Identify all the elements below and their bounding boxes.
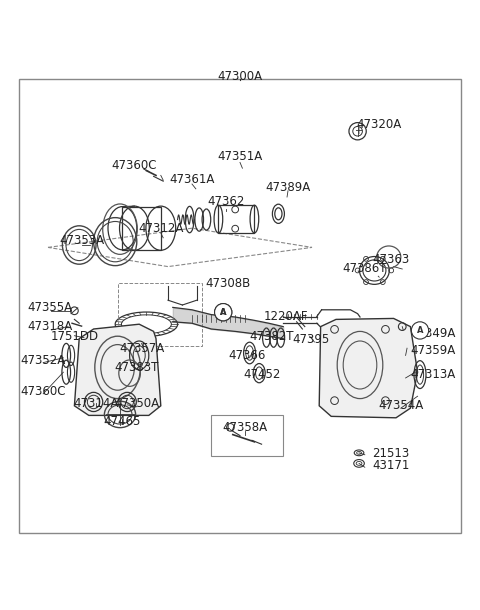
Text: 47360C: 47360C — [21, 385, 66, 398]
Circle shape — [215, 304, 232, 321]
Text: 47383T: 47383T — [115, 361, 159, 374]
Text: 47351A: 47351A — [217, 149, 263, 163]
Text: 47308B: 47308B — [205, 277, 251, 290]
Text: 21513: 21513 — [372, 447, 409, 461]
Text: 47452: 47452 — [243, 368, 280, 381]
Text: 47360C: 47360C — [112, 159, 157, 172]
Text: 47361A: 47361A — [169, 173, 215, 185]
Circle shape — [215, 304, 232, 321]
Text: 47313A: 47313A — [410, 368, 456, 381]
Text: 47395: 47395 — [292, 333, 330, 346]
Text: 43171: 43171 — [372, 459, 409, 472]
Bar — [218, 205, 254, 233]
Polygon shape — [74, 324, 161, 415]
Text: A: A — [220, 307, 227, 317]
Text: 47366: 47366 — [228, 349, 266, 362]
Text: 47359A: 47359A — [410, 344, 456, 357]
Text: 47318A: 47318A — [28, 320, 73, 333]
Text: 47386T: 47386T — [343, 262, 387, 276]
Text: 1220AF: 1220AF — [264, 310, 308, 323]
Text: 1751DD: 1751DD — [50, 329, 98, 343]
Text: A: A — [220, 307, 227, 317]
Text: A: A — [417, 326, 423, 335]
Text: 47320A: 47320A — [357, 118, 402, 132]
Text: 47363: 47363 — [372, 253, 410, 266]
Text: 47465: 47465 — [104, 415, 141, 428]
Text: 47354A: 47354A — [378, 400, 423, 412]
Text: 47353A: 47353A — [59, 234, 104, 246]
Text: +: + — [354, 126, 361, 136]
Bar — [118, 284, 202, 346]
Polygon shape — [319, 318, 418, 418]
Text: 47362: 47362 — [207, 195, 244, 208]
Text: 47350A: 47350A — [114, 397, 159, 410]
Text: 47300A: 47300A — [217, 71, 263, 84]
Text: 47312A: 47312A — [138, 221, 183, 235]
Bar — [122, 207, 161, 250]
Circle shape — [411, 322, 429, 339]
Text: 47314A: 47314A — [73, 397, 119, 410]
Bar — [211, 415, 283, 456]
Text: 47389A: 47389A — [265, 181, 311, 194]
Text: 47352A: 47352A — [21, 354, 66, 367]
Text: 47357A: 47357A — [119, 342, 164, 354]
Text: 47382T: 47382T — [249, 329, 293, 343]
Text: 47355A: 47355A — [28, 301, 73, 314]
Text: 47349A: 47349A — [410, 328, 456, 340]
Text: 47358A: 47358A — [222, 421, 267, 434]
